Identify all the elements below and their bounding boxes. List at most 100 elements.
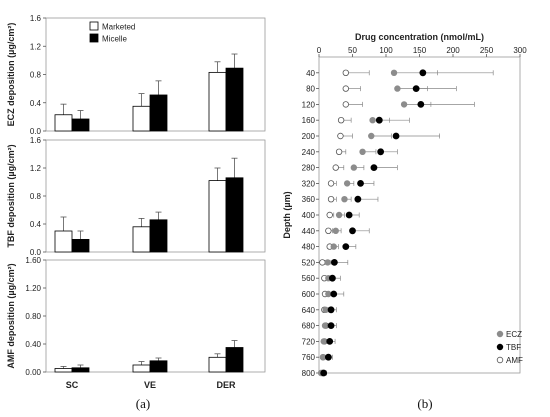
x-tick-label: 150 [413,46,427,55]
legend-ecz-label: ECZ [506,330,522,339]
point-ecz [341,195,348,203]
caption-b: (b) [417,396,432,411]
x-category-label: SC [66,380,79,390]
y-tick-label: 0.8 [30,192,42,201]
point-tbf [354,195,362,203]
depth-tick-label: 80 [306,85,315,94]
depth-tick-label: 800 [302,369,316,378]
bar-micelle [149,94,168,132]
depth-tick-label: 440 [302,227,316,236]
x-category-label: DER [216,380,236,390]
point-amf [326,211,333,219]
bar-marketed [208,71,227,132]
bar-micelle [71,118,90,132]
depth-tick-label: 160 [302,116,316,125]
y-tick-label: 1.2 [30,42,42,51]
depth-tick-label: 680 [302,322,316,331]
y-tick-label: 1.2 [30,164,42,173]
legend-amf-marker [496,356,504,364]
bar-marketed [132,105,151,132]
point-ecz [324,259,331,266]
point-amf [342,69,349,76]
y-axis-title: Depth (µm) [282,191,292,238]
point-tbf [345,211,353,219]
depth-tick-label: 480 [302,243,316,252]
bar-micelle [71,367,90,373]
depth-tick-label: 40 [306,69,315,78]
point-ecz [320,338,327,345]
legend-marketed-swatch [89,21,99,31]
depth-tick-label: 280 [302,164,316,173]
depth-tick-label: 120 [302,100,316,109]
x-tick-label: 50 [348,46,357,55]
point-ecz [343,180,351,187]
legend-tbf-label: TBF [506,343,521,352]
y-tick-label: 0.00 [25,368,41,377]
point-ecz [321,322,329,329]
depth-tick-label: 640 [302,306,316,315]
x-tick-label: 0 [317,46,322,55]
point-tbf [375,116,383,124]
bar-micelle [149,360,168,373]
depth-tick-label: 760 [302,353,316,362]
point-tbf [370,164,378,172]
depth-tick-label: 360 [302,195,316,204]
bar-micelle [149,219,168,253]
point-tbf [328,274,336,282]
y-axis-label: ECZ deposition (µg/cm²) [6,23,16,127]
point-ecz [394,85,401,92]
depth-tick-label: 240 [302,148,316,157]
depth-tick-label: 720 [302,337,316,346]
y-tick-label: 1.20 [25,284,41,293]
point-amf [342,101,349,108]
point-tbf [392,132,400,140]
bar-marketed [54,230,73,253]
bar-marketed [132,226,151,253]
legend-label: Micelle [102,35,127,44]
depth-tick-label: 200 [302,132,316,141]
point-tbf [342,243,350,251]
depth-tick-label: 520 [302,258,316,267]
y-tick-label: 1.60 [25,256,41,265]
legend-amf-label: AMF [506,356,523,365]
point-amf [335,148,343,155]
point-tbf [330,290,338,298]
depth-tick-label: 400 [302,211,316,220]
bar-micelle [71,238,90,253]
depth-tick-label: 560 [302,274,316,283]
point-amf [327,180,335,187]
point-ecz [390,69,398,76]
point-tbf [324,353,332,361]
bar-marketed [208,180,227,253]
point-amf [327,195,335,203]
point-amf [337,132,344,140]
point-ecz [359,148,366,155]
point-ecz [368,132,375,140]
point-tbf [417,101,425,108]
point-tbf [419,69,427,77]
y-tick-label: 1.6 [30,136,42,145]
y-tick-label: 0.80 [25,312,41,321]
point-ecz [400,101,408,108]
point-tbf [320,369,328,377]
y-axis-label: AMF deposition (µg/cm²) [6,263,16,368]
bar-micelle [225,67,244,132]
x-axis-title: Drug concentration (nmol/mL) [355,32,484,42]
x-tick-label: 300 [513,46,527,55]
bar-marketed [208,356,227,373]
depth-tick-label: 320 [302,179,316,188]
point-ecz [369,116,376,124]
y-tick-label: 0.0 [30,248,42,257]
point-tbf [327,306,335,314]
point-tbf [349,227,356,235]
point-tbf [327,322,335,330]
caption-a: (a) [136,396,150,411]
bar-marketed [132,364,151,373]
legend-micelle-swatch [89,33,99,43]
x-tick-label: 200 [446,46,460,55]
point-tbf [326,337,334,345]
bar-micelle [225,177,244,253]
x-tick-label: 100 [379,46,393,55]
y-tick-label: 0.8 [30,71,42,80]
